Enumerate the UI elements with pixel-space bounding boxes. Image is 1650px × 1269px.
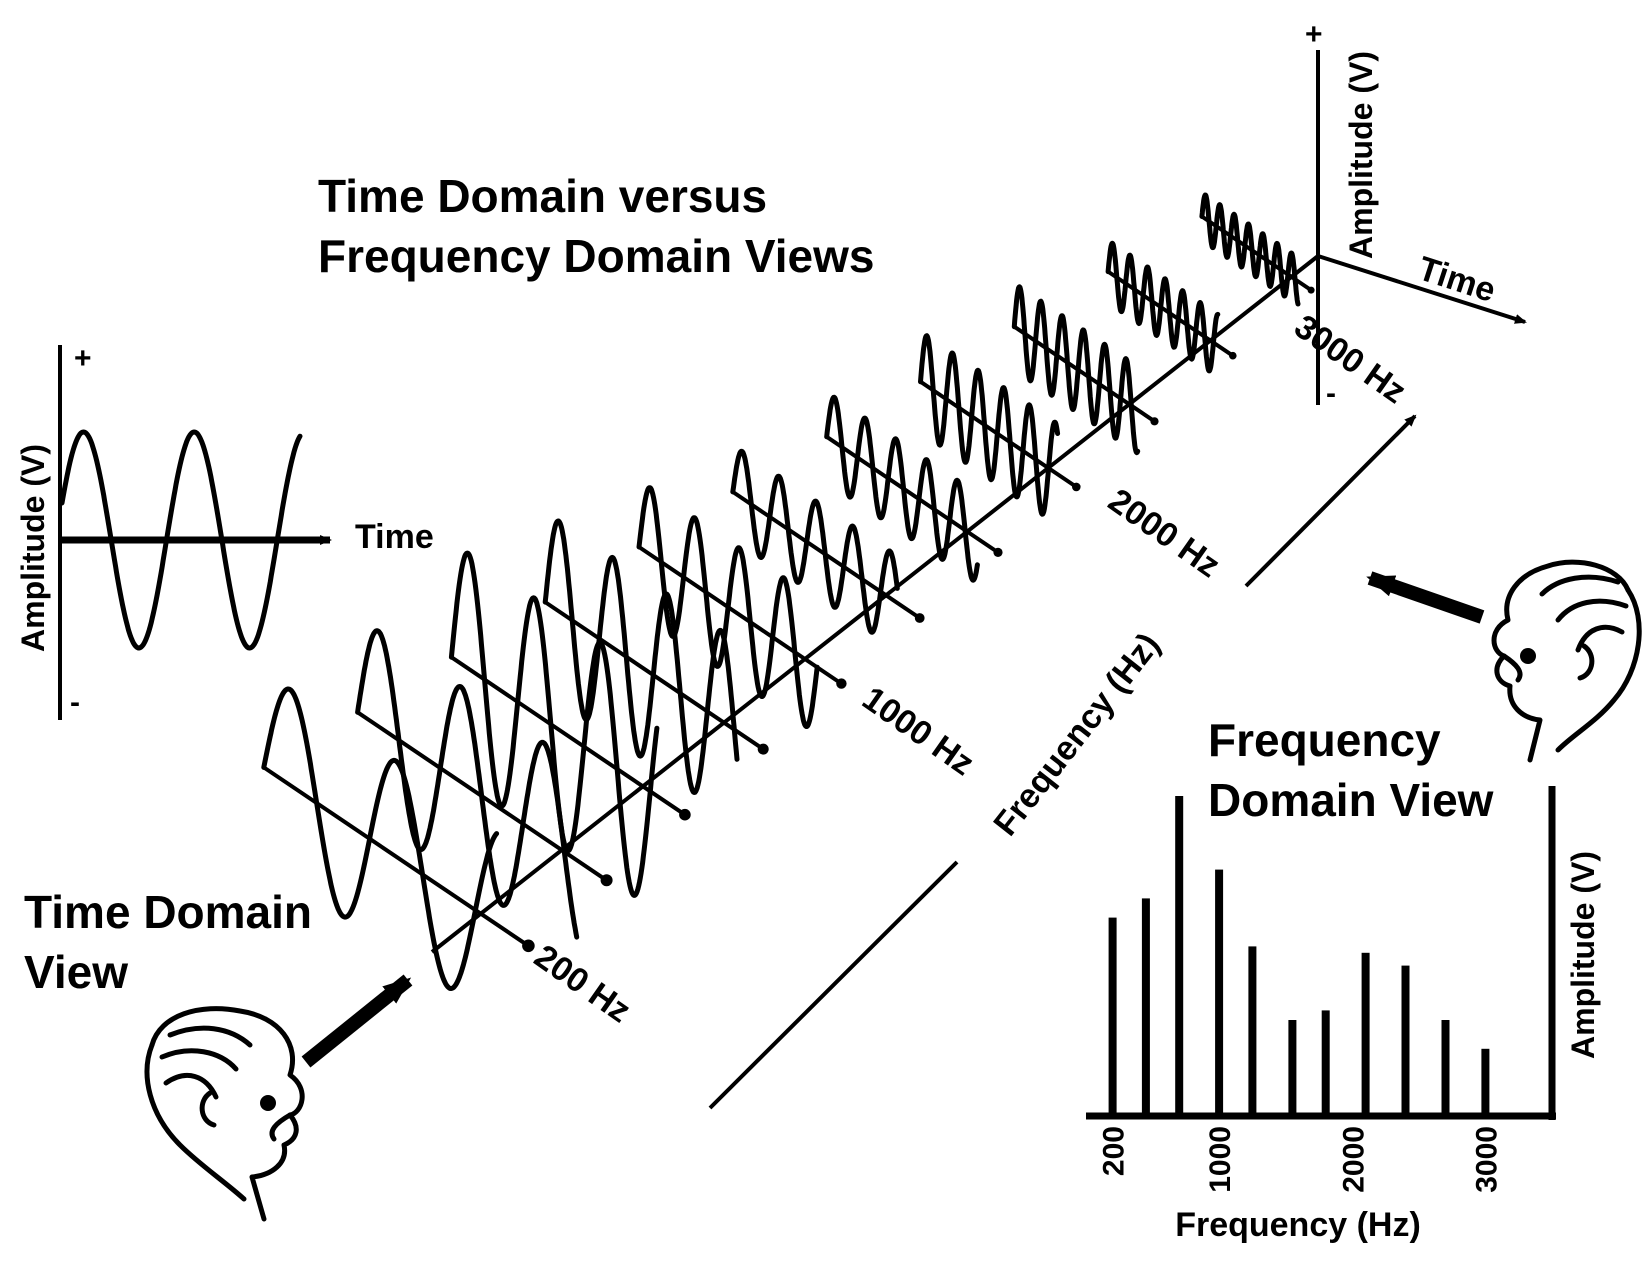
waterfall-axis-end-dot-5 bbox=[914, 613, 925, 623]
frequency-domain-view-label-line2: Domain View bbox=[1208, 774, 1494, 826]
x-tick-label-2: 2000 bbox=[1337, 1126, 1370, 1193]
waterfall-wave-1 bbox=[355, 628, 580, 940]
waterfall-wave-10 bbox=[1199, 192, 1301, 307]
waterfall-frequency-axis-label: Frequency (Hz) bbox=[986, 626, 1167, 843]
diagram-title-line1: Time Domain versus bbox=[318, 170, 767, 222]
waterfall-axis-end-dot-6 bbox=[993, 547, 1003, 558]
bar-5 bbox=[1288, 1020, 1297, 1116]
time-domain-view-label-line1: Time Domain bbox=[24, 886, 312, 938]
time-plot-sine-wave bbox=[59, 429, 303, 651]
bar-6 bbox=[1321, 1010, 1330, 1116]
waterfall-frequency-axis bbox=[430, 254, 1320, 954]
waterfall-time-axis-2 bbox=[450, 655, 687, 817]
bar-9 bbox=[1441, 1020, 1450, 1116]
bar-3 bbox=[1215, 869, 1224, 1116]
time-viewer-arrow bbox=[301, 974, 413, 1068]
waterfall-time-axis-4 bbox=[637, 545, 843, 686]
waterfall-wave-8 bbox=[1011, 284, 1141, 456]
waterfall-time-axis-0 bbox=[262, 765, 530, 948]
waterfall-wave-9 bbox=[1105, 240, 1221, 374]
bar-chart-x-label: Frequency (Hz) bbox=[1175, 1206, 1421, 1244]
freq-label-2000: 2000 Hz bbox=[1101, 481, 1227, 585]
projection-line-right bbox=[1244, 414, 1417, 588]
waterfall-wave-0 bbox=[261, 686, 500, 991]
waterfall-axis-end-dot-8 bbox=[1150, 417, 1159, 426]
freq-label-3000: 3000 Hz bbox=[1287, 307, 1413, 411]
waterfall-axis-end-dot-10 bbox=[1307, 286, 1315, 294]
waterfall-axis-end-dot-0 bbox=[522, 939, 535, 953]
waterfall-wave-2 bbox=[448, 550, 660, 898]
bar-7 bbox=[1361, 952, 1370, 1116]
waterfall-axis-end-dot-9 bbox=[1229, 351, 1237, 360]
bar-4 bbox=[1248, 946, 1257, 1116]
waterfall-axis-end-dot-4 bbox=[836, 678, 847, 689]
time-plot-y-label: Amplitude (V) bbox=[15, 444, 51, 652]
waterfall-wave-3 bbox=[542, 518, 740, 795]
time-domain-plot: + - Time Amplitude (V) bbox=[15, 342, 434, 720]
diagram-title-line2: Frequency Domain Views bbox=[318, 230, 874, 282]
x-tick-label-1: 1000 bbox=[1204, 1126, 1237, 1193]
waterfall-wave-7 bbox=[918, 333, 1061, 517]
waterfall-wave-5 bbox=[730, 448, 900, 635]
person-head-icon bbox=[1491, 559, 1642, 763]
waterfall-wave-4 bbox=[636, 485, 820, 729]
bar-10 bbox=[1481, 1048, 1490, 1116]
waterfall-time-axis bbox=[1317, 254, 1527, 324]
waterfall-axis-end-dot-3 bbox=[757, 743, 769, 755]
frequency-domain-view-label-line1: Frequency bbox=[1208, 714, 1441, 766]
time-plot-plus-sign: + bbox=[74, 342, 92, 375]
time-plot-x-label: Time bbox=[355, 518, 434, 556]
time-plot-minus-sign: - bbox=[70, 686, 80, 719]
x-tick-label-3: 3000 bbox=[1470, 1126, 1503, 1193]
waterfall-component-waves bbox=[261, 192, 1315, 991]
waterfall-axis-end-dot-2 bbox=[679, 808, 691, 821]
waterfall-minus-sign: - bbox=[1326, 377, 1336, 410]
waterfall-axis-end-dot-1 bbox=[600, 874, 613, 887]
projection-line-bottom bbox=[708, 860, 959, 1110]
bar-chart-y-label: Amplitude (V) bbox=[1565, 851, 1601, 1059]
freq-label-200: 200 Hz bbox=[527, 937, 637, 1030]
bar-chart-bars bbox=[1108, 796, 1490, 1116]
time-domain-view-label-line2: View bbox=[24, 946, 128, 998]
x-tick-label-0: 200 bbox=[1098, 1126, 1131, 1176]
frequency-viewer-arrow bbox=[1366, 571, 1485, 624]
bar-0 bbox=[1108, 917, 1117, 1116]
waterfall-axis-end-dot-7 bbox=[1072, 482, 1081, 492]
waterfall-y-label: Amplitude (V) bbox=[1343, 51, 1379, 259]
bar-8 bbox=[1401, 965, 1410, 1116]
frequency-domain-chart: 200 1000 2000 3000 Frequency (Hz) Amplitude… bbox=[1086, 786, 1601, 1244]
person-head-icon bbox=[144, 1006, 305, 1222]
waterfall-wave-6 bbox=[824, 394, 980, 583]
waterfall-plus-sign: + bbox=[1305, 18, 1323, 51]
freq-label-1000: 1000 Hz bbox=[855, 679, 981, 783]
bar-2 bbox=[1175, 796, 1184, 1116]
bar-1 bbox=[1141, 898, 1150, 1116]
bar-chart-tick-labels: 200 1000 2000 3000 bbox=[1098, 1126, 1504, 1193]
